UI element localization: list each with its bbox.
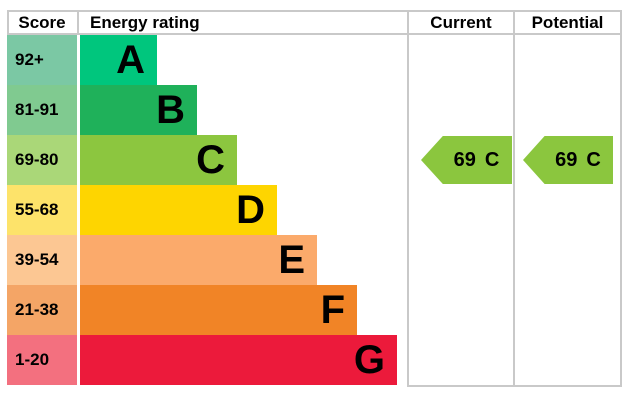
current-rating-value: 69 [453,148,476,171]
current-column-header: Current [430,13,492,32]
band-row: 81-91 B [0,85,633,135]
rating-letter: B [156,88,185,132]
band-row: 21-38 F [0,285,633,335]
potential-rating-band: C [586,148,601,171]
rating-bar: G [80,335,397,385]
rating-letter: C [196,138,225,182]
current-column-divider [407,10,409,387]
band-row: 1-20 G [0,335,633,385]
rating-letter: F [320,288,345,332]
table-top-border [7,10,622,12]
potential-column-header: Potential [531,13,604,32]
rating-letter: G [353,338,385,382]
score-range-cell: 55-68 [7,185,77,235]
score-range-cell: 69-80 [7,135,77,185]
energy-rating-column-header: Energy rating [90,13,200,32]
score-range-cell: 81-91 [7,85,77,135]
score-column-header: Score [18,13,66,32]
score-range-cell: 21-38 [7,285,77,335]
current-rating-arrow: 69 C [421,136,512,184]
potential-rating-value: 69 [555,148,578,171]
band-row: 55-68 D [0,185,633,235]
table-right-border [620,10,622,387]
header-left-border [7,10,9,35]
score-column-divider [77,10,79,35]
rating-letter: A [116,38,145,82]
current-rating-band: C [484,148,500,171]
rating-bar: D [80,185,277,235]
score-range-cell: 92+ [7,35,77,85]
header-bottom-border [7,33,622,35]
rating-bar: E [80,235,317,285]
rating-bar: A [80,35,157,85]
score-range-cell: 39-54 [7,235,77,285]
rating-letter: E [278,238,305,282]
rating-bar: B [80,85,197,135]
rating-bar: F [80,285,357,335]
potential-rating-arrow: 69 C [523,136,613,184]
band-rows: 92+ A 81-91 B 69-80 C 55-68 D 39-54 E 21… [0,35,633,385]
rating-letter: D [236,188,265,232]
potential-column-divider [513,10,515,387]
band-row: 92+ A [0,35,633,85]
band-row: 69-80 C [0,135,633,185]
rating-bar: C [80,135,237,185]
score-range-cell: 1-20 [7,335,77,385]
band-row: 39-54 E [0,235,633,285]
